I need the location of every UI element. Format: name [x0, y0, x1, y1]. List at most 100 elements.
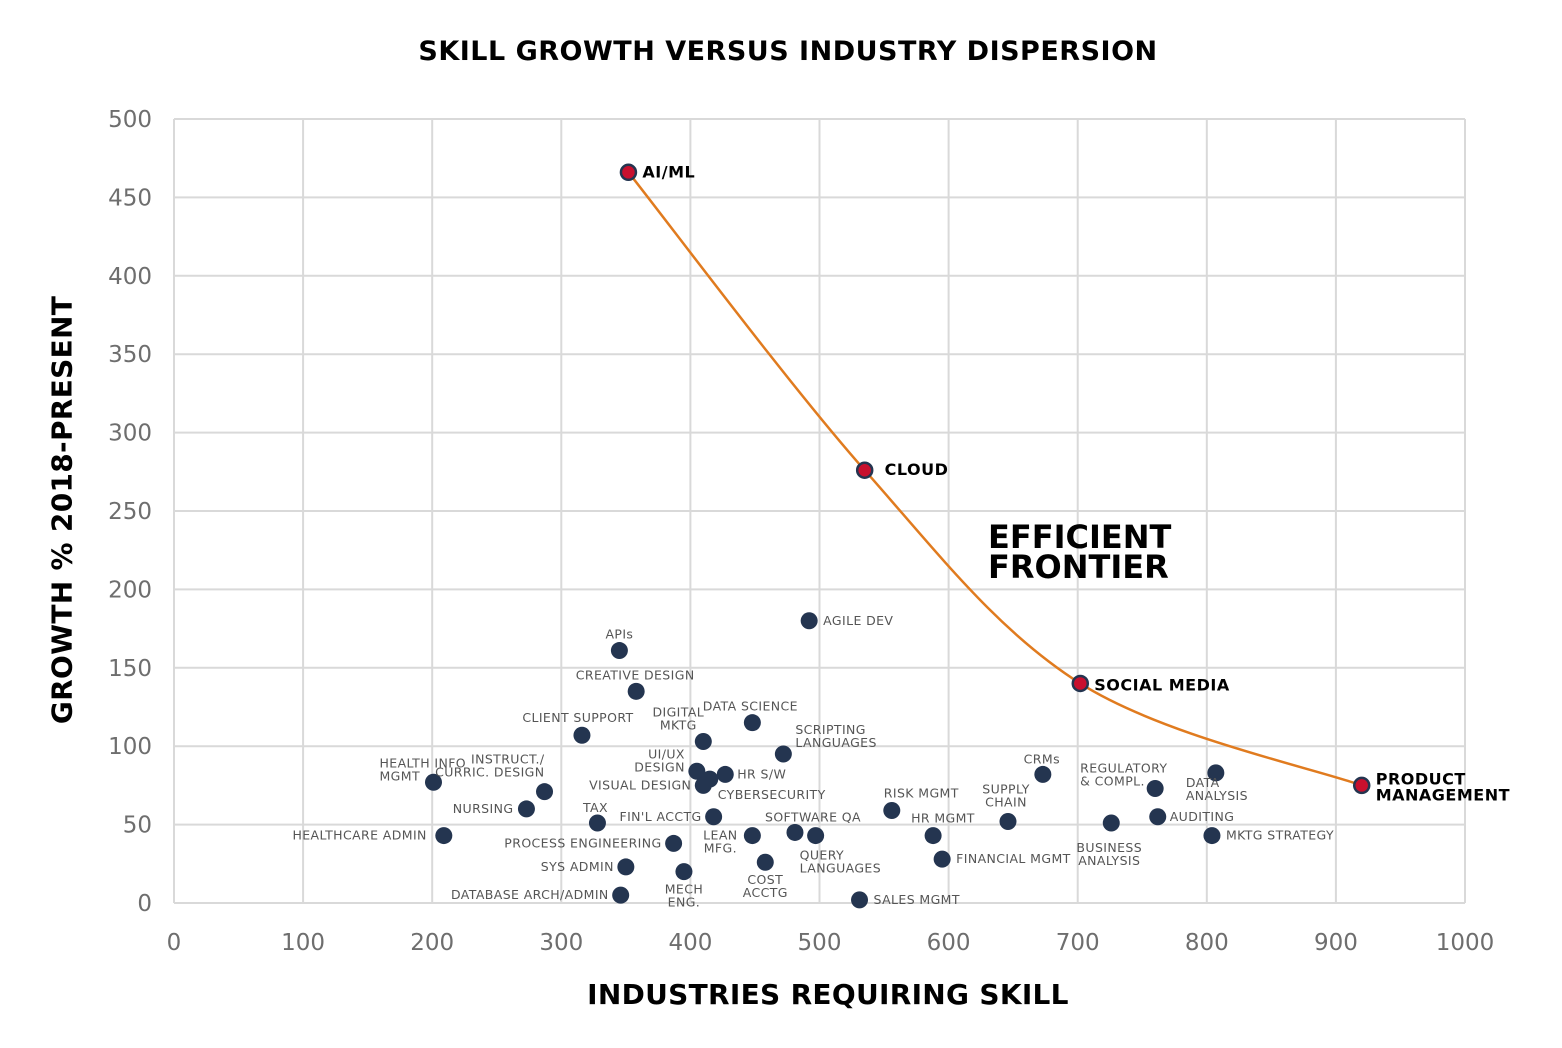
point-labels: APIs CREATIVE DESIGN AGILE DEV DATA SCIENCE… — [292, 162, 1509, 910]
data-point — [933, 850, 951, 868]
y-tick-label: 400 — [108, 264, 152, 290]
data-point-label: SALES MGMT — [874, 892, 960, 907]
data-point — [573, 726, 591, 744]
efficient-frontier-curve — [627, 171, 1363, 787]
data-point-label: DATABASE ARCH/ADMIN — [451, 887, 609, 902]
data-point — [716, 765, 734, 783]
x-tick-label: 1000 — [1436, 930, 1495, 956]
data-point — [851, 891, 869, 909]
data-point-label: PROCESS ENGINEERING — [504, 835, 661, 850]
data-point — [743, 714, 761, 732]
data-point-label: VISUAL DESIGN — [589, 777, 691, 792]
data-point — [610, 642, 628, 660]
data-point — [774, 745, 792, 763]
data-point — [1203, 827, 1221, 845]
x-tick-label: 300 — [539, 930, 583, 956]
data-point-label: CRMs — [1024, 751, 1060, 766]
y-tick-label: 50 — [123, 813, 152, 839]
data-point — [694, 776, 712, 794]
data-point — [883, 801, 901, 819]
data-point — [786, 823, 804, 841]
data-point-label: DIGITAL MKTG — [652, 704, 704, 732]
data-point — [694, 732, 712, 750]
frontier-point — [1352, 776, 1371, 795]
y-tick-label: 200 — [108, 577, 152, 603]
data-point — [743, 827, 761, 845]
x-tick-label: 800 — [1185, 930, 1229, 956]
data-point-label: INSTRUCT./CURRIC. DESIGN — [435, 752, 545, 780]
data-point — [665, 834, 683, 852]
data-point — [517, 800, 535, 818]
x-tick-label: 900 — [1314, 930, 1358, 956]
data-point-label: AUDITING — [1170, 809, 1235, 824]
data-point-label: REGULATORY & COMPL. — [1080, 761, 1167, 789]
x-tick-label: 700 — [1056, 930, 1100, 956]
y-tick-label: 0 — [137, 891, 152, 917]
data-point-label: MECH ENG. — [665, 882, 703, 910]
data-point — [1149, 808, 1167, 826]
data-point-label: NURSING — [453, 801, 514, 816]
data-point — [807, 827, 825, 845]
frontier-point-label: CLOUD — [885, 460, 949, 479]
data-point-label: MKTG STRATEGY — [1226, 828, 1334, 843]
frontier-point-label: AI/ML — [642, 162, 695, 181]
data-point — [924, 827, 942, 845]
data-point — [612, 886, 630, 904]
y-tick-label: 350 — [108, 342, 152, 368]
x-tick-label: 200 — [410, 930, 454, 956]
data-point-label: HR MGMT — [911, 811, 975, 826]
data-point — [705, 808, 723, 826]
data-point — [536, 783, 554, 801]
data-point-label: DATA SCIENCE — [703, 699, 798, 714]
data-point — [800, 612, 818, 630]
axis-ticks: 0 100 200 300 400 500 600 700 800 900 1000 0 50 100 15… — [108, 107, 1494, 956]
x-tick-label: 500 — [798, 930, 842, 956]
grid — [173, 118, 1466, 904]
chart-title: SKILL GROWTH VERSUS INDUSTRY DISPERSION — [418, 36, 1158, 67]
data-point-label: SYS ADMIN — [541, 859, 614, 874]
data-point-label: UI/UX DESIGN — [634, 746, 685, 774]
efficient-frontier-annotation: EFFICIENT FRONTIER — [988, 518, 1172, 586]
data-point-label: LEAN MFG. — [703, 828, 737, 856]
data-point-label: FIN'L ACCTG — [620, 809, 702, 824]
data-point-label: RISK MGMT — [884, 785, 959, 800]
data-point-label: QUERY LANGUAGES — [800, 848, 881, 876]
data-point-label: SCRIPTING LANGUAGES — [795, 722, 876, 750]
frontier-point — [855, 461, 874, 479]
x-tick-label: 0 — [167, 930, 182, 956]
data-point — [756, 853, 774, 871]
data-point — [627, 682, 645, 700]
frontier-line — [627, 171, 1363, 787]
data-point-label: APIs — [605, 627, 633, 642]
y-tick-label: 450 — [108, 185, 152, 211]
y-tick-label: 100 — [108, 734, 152, 760]
data-point-label: HEALTHCARE ADMIN — [292, 828, 426, 843]
data-point — [675, 863, 693, 881]
y-tick-label: 250 — [108, 499, 152, 525]
data-point — [1146, 780, 1164, 798]
y-tick-label: 150 — [108, 656, 152, 682]
data-point-label: FINANCIAL MGMT — [956, 851, 1071, 866]
data-point-label: TAX — [582, 800, 608, 815]
data-point-label: COST ACCTG — [743, 872, 788, 900]
x-tick-label: 400 — [668, 930, 712, 956]
frontier-point — [619, 163, 638, 182]
data-point — [424, 773, 442, 791]
data-point — [435, 827, 453, 845]
data-point-label: BUSINESS ANALYSIS — [1076, 840, 1142, 868]
data-point — [588, 814, 606, 832]
frontier-point — [1071, 674, 1090, 693]
data-point — [1102, 814, 1120, 832]
data-point-label: DATA ANALYSIS — [1186, 775, 1248, 803]
data-point — [1207, 764, 1225, 782]
x-axis-title: INDUSTRIES REQUIRING SKILL — [587, 978, 1069, 1011]
x-tick-label: 100 — [281, 930, 325, 956]
data-point — [999, 812, 1017, 830]
y-tick-label: 300 — [108, 421, 152, 447]
data-point-label: CLIENT SUPPORT — [522, 710, 633, 725]
data-point-label: HR S/W — [737, 766, 786, 781]
data-point-label: SOFTWARE QA — [765, 809, 861, 824]
data-point — [1034, 765, 1052, 783]
data-point-label: CREATIVE DESIGN — [576, 667, 695, 682]
